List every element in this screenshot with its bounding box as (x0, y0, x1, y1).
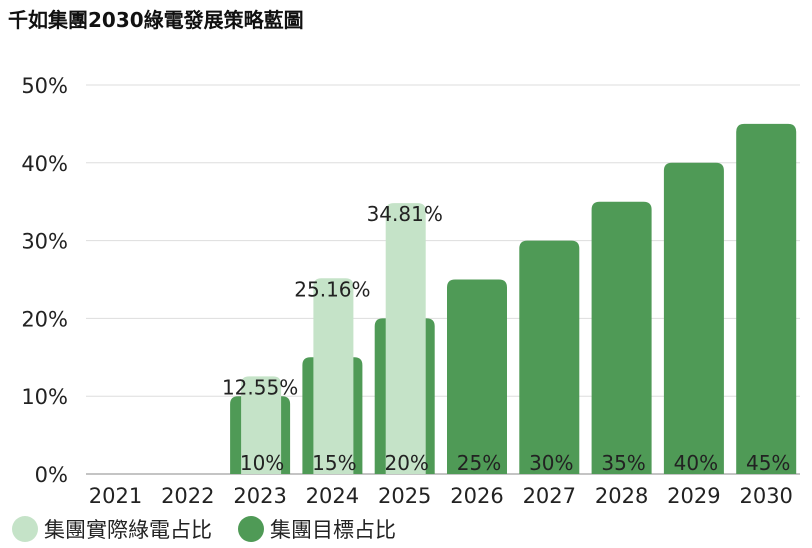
data-labels: 10% 12.55% 15% 25.16% 20% 34.81% 25% 30% 35% 40% 4… (222, 202, 790, 475)
data-label-target-2023: 10% (240, 451, 284, 475)
x-category-label: 2021 (89, 484, 142, 508)
data-label-target-2029: 40% (674, 451, 718, 475)
bar-chart: 0% 10% 20% 30% 40% 50% 10% 12.55% 15% 25.16% 20% 3… (21, 74, 800, 508)
data-label-target-2030: 45% (746, 451, 790, 475)
x-category-label: 2029 (667, 484, 720, 508)
data-label-target-2027: 30% (529, 451, 573, 475)
x-category-label: 2025 (378, 484, 431, 508)
y-tick-label: 40% (21, 152, 68, 176)
y-tick-label: 50% (21, 74, 68, 98)
data-label-target-2024: 15% (312, 451, 356, 475)
data-label-actual-2024: 25.16% (294, 277, 370, 301)
x-category-label: 2024 (306, 484, 359, 508)
bar-actual-2024 (313, 278, 354, 474)
y-tick-label: 10% (21, 385, 68, 409)
bar-target-2030 (736, 123, 797, 475)
legend-item-actual: 集團實際綠電占比 (12, 514, 212, 544)
data-label-target-2028: 35% (601, 451, 645, 475)
bar-target-2028 (591, 201, 652, 474)
y-axis-ticks: 0% 10% 20% 30% 40% 50% (21, 74, 68, 487)
data-label-target-2026: 25% (457, 451, 501, 475)
legend-swatch-actual (12, 516, 38, 542)
x-category-label: 2022 (161, 484, 214, 508)
bars (230, 123, 797, 475)
data-label-target-2025: 20% (384, 451, 428, 475)
chart-title: 千如集團2030綠電發展策略藍圖 (8, 8, 304, 32)
x-category-label: 2028 (595, 484, 648, 508)
y-tick-label: 20% (21, 307, 68, 331)
x-category-label: 2023 (233, 484, 286, 508)
data-label-actual-2025: 34.81% (367, 202, 443, 226)
gridlines (86, 84, 800, 475)
x-category-label: 2030 (739, 484, 792, 508)
legend: 集團實際綠電占比 集團目標占比 (12, 514, 396, 544)
bar-target-2026 (447, 279, 507, 474)
bar-actual-2023 (241, 376, 282, 474)
x-category-label: 2026 (450, 484, 503, 508)
bar-target-2027 (519, 240, 580, 474)
data-label-actual-2023: 12.55% (222, 375, 298, 399)
x-axis-categories: 2021 2022 2023 2024 2025 2026 2027 2028 2029 2030 (89, 484, 793, 508)
bar-actual-2025 (385, 203, 426, 474)
legend-item-target: 集團目標占比 (238, 514, 396, 544)
legend-swatch-target (238, 516, 264, 542)
legend-label-actual: 集團實際綠電占比 (44, 518, 212, 542)
legend-label-target: 集團目標占比 (270, 518, 396, 542)
y-tick-label: 30% (21, 230, 68, 254)
bar-target-2029 (663, 162, 724, 475)
x-category-label: 2027 (523, 484, 576, 508)
y-tick-label: 0% (35, 463, 68, 487)
